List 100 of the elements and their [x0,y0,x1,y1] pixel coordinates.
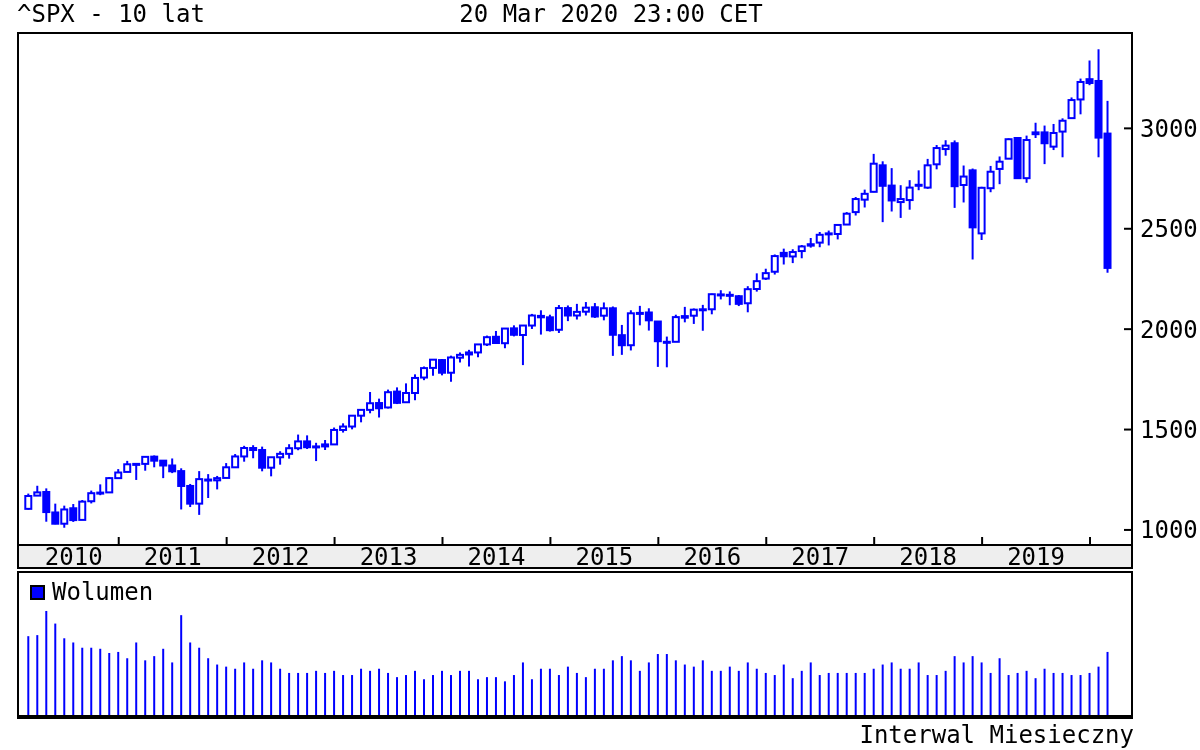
bar [315,670,318,716]
bar [701,660,704,716]
bar [360,668,363,716]
bar [728,666,731,716]
bar [674,660,677,716]
bar [647,662,650,716]
bar [405,675,408,716]
bar [1025,670,1028,716]
bar [279,668,282,716]
bar [566,666,569,716]
bar [665,654,668,716]
x-tick-label: 2019 [1007,543,1065,571]
x-tick-label: 2013 [359,543,418,571]
bar [432,675,434,716]
bar [27,636,30,716]
bar [908,668,911,716]
bar [369,670,372,716]
bar [1016,672,1019,716]
bar [476,679,479,716]
bar [881,664,884,716]
candlestick [995,155,1004,186]
bar [746,662,749,716]
y-tick-label: 3000 [1140,114,1198,143]
bar [387,672,390,716]
bar [764,672,767,716]
bar [225,666,228,716]
bar [1034,678,1037,716]
bar [602,668,605,716]
bar [503,681,506,716]
x-tick-label: 2015 [575,543,634,571]
bar [917,662,920,716]
bar [180,615,183,716]
bar [1052,672,1055,716]
bar [791,678,794,716]
bar [989,672,992,716]
bar [593,668,596,716]
x-tick-label: 2017 [791,543,850,571]
y-tick-label: 2500 [1140,215,1198,244]
bar [485,677,488,716]
bar [845,672,848,716]
bar [530,679,533,716]
bar [378,668,381,716]
bar [1088,672,1091,716]
bar [737,670,740,716]
bar [216,664,219,716]
bar [1097,666,1100,716]
bar [144,660,147,716]
bar [153,656,156,716]
bar [162,648,165,716]
bar [351,675,354,716]
bar [108,652,111,716]
bar [521,662,524,716]
bar [423,679,426,716]
bar [854,672,857,716]
x-tick-label: 2012 [251,543,310,571]
x-tick-label: 2018 [899,543,958,571]
bar [926,675,929,716]
bar [333,670,336,716]
bar [1043,668,1046,716]
bar [710,670,713,716]
bar [755,668,758,716]
bar [261,660,264,716]
bar [629,660,632,716]
bar [719,670,722,716]
bar [45,610,48,716]
legend-label: Wolumen [52,578,154,606]
bar [99,648,102,716]
bar [396,677,399,716]
bar [980,662,983,716]
bar [683,664,686,716]
bar [872,668,875,716]
bar [656,654,659,716]
bar [1061,672,1064,716]
bar [548,668,551,716]
y-tick-label: 1500 [1140,416,1198,445]
bar [297,672,300,716]
bar [890,662,893,716]
bar [494,677,497,716]
bar [800,670,803,716]
bar [36,635,39,716]
bar [324,672,327,716]
bar [557,675,560,716]
chart-subtitle: 20 Mar 2020 23:00 CET [459,0,763,28]
bar [81,647,84,716]
bar [953,656,956,716]
bar [836,672,839,716]
bar [773,675,776,716]
bar [818,675,821,716]
bar [611,660,614,716]
bar [252,668,255,716]
bar [54,623,57,716]
x-tick-label: 2011 [143,543,202,571]
bar [189,642,192,716]
y-tick-label: 1000 [1140,516,1198,545]
bar [117,651,120,716]
bar [135,642,138,716]
bar [1079,675,1082,716]
bar [441,670,443,716]
bar [998,658,1001,716]
bar [288,672,291,716]
